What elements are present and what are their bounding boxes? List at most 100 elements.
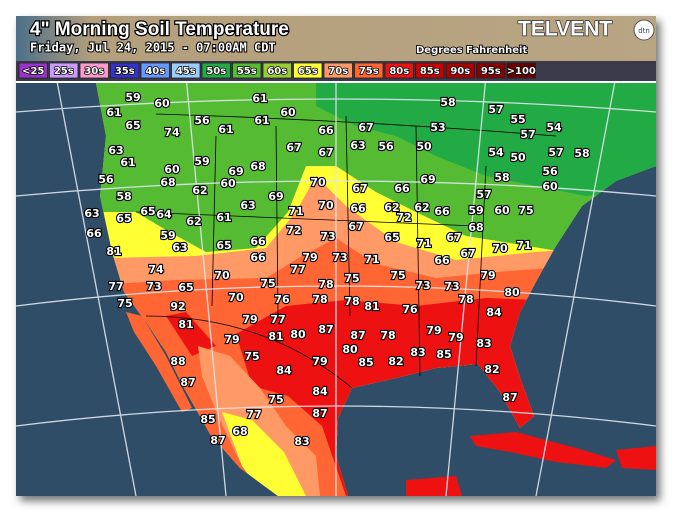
station-temp: 75 xyxy=(117,297,132,310)
station-temp: 75 xyxy=(260,277,275,290)
station-temp: 66 xyxy=(86,227,102,240)
station-temp: 67 xyxy=(348,220,363,233)
station-temp: 67 xyxy=(352,182,367,195)
station-temp: 68 xyxy=(468,221,483,234)
station-temp: 75 xyxy=(268,393,283,406)
legend-label: 60s xyxy=(267,66,287,77)
station-temp: 70 xyxy=(492,242,508,255)
units: Degrees Fahrenheit xyxy=(416,45,527,56)
station-temp: 66 xyxy=(434,254,450,267)
station-temp: 59 xyxy=(194,155,209,168)
station-temp: 73 xyxy=(444,280,459,293)
legend-swatch xyxy=(354,62,384,79)
station-temp: 66 xyxy=(318,124,334,137)
station-temp: 54 xyxy=(488,146,504,159)
station-temp: 61 xyxy=(106,106,121,119)
station-temp: 67 xyxy=(286,141,301,154)
station-temp: 71 xyxy=(288,205,303,218)
legend-swatch xyxy=(262,62,292,79)
legend-swatch xyxy=(140,62,170,79)
station-temp: 85 xyxy=(200,413,215,426)
station-temp: 61 xyxy=(216,211,231,224)
station-temp: 63 xyxy=(172,241,187,254)
legend-swatch xyxy=(79,62,109,79)
station-temp: 57 xyxy=(520,128,535,141)
legend-swatch xyxy=(445,62,475,79)
legend-label: 45s xyxy=(176,66,196,77)
station-temp: 63 xyxy=(108,144,123,157)
station-temp: 79 xyxy=(242,313,257,326)
station-temp: 73 xyxy=(320,230,335,243)
logo-badge-text: dtn xyxy=(638,27,650,35)
station-temp: 75 xyxy=(390,269,405,282)
station-temp: 67 xyxy=(460,247,475,260)
legend-label: 90s xyxy=(450,66,470,77)
station-temp: 79 xyxy=(448,331,463,344)
station-temp: 75 xyxy=(518,204,533,217)
station-temp: 83 xyxy=(294,435,309,448)
station-temp: 76 xyxy=(274,293,290,306)
legend-label: 65s xyxy=(298,66,318,77)
station-temp: 64 xyxy=(156,208,172,221)
station-temp: 56 xyxy=(98,173,114,186)
legend-swatch xyxy=(232,62,262,79)
station-temp: 59 xyxy=(125,91,140,104)
station-temp: 60 xyxy=(154,97,170,110)
station-temp: 71 xyxy=(416,237,431,250)
station-temp: 69 xyxy=(268,190,283,203)
station-temp: 87 xyxy=(318,323,333,336)
legend-swatch xyxy=(201,62,231,79)
station-temp: 79 xyxy=(426,324,441,337)
station-temp: 78 xyxy=(312,293,327,306)
station-temp: 78 xyxy=(318,278,333,291)
station-temp: 83 xyxy=(410,346,425,359)
station-temp: 57 xyxy=(548,146,563,159)
station-temp: 70 xyxy=(214,269,230,282)
station-temp: 73 xyxy=(146,280,161,293)
station-temp: 58 xyxy=(494,171,509,184)
legend-swatch xyxy=(384,62,414,79)
station-temp: 92 xyxy=(170,300,185,313)
station-temp: 68 xyxy=(160,176,175,189)
logo-badge xyxy=(633,19,655,41)
station-temp: 87 xyxy=(180,376,195,389)
station-temp: 87 xyxy=(210,434,225,447)
station-temp: 67 xyxy=(358,121,373,134)
station-temp: 71 xyxy=(364,253,379,266)
station-temp: 65 xyxy=(125,119,140,132)
legend-label: 75s xyxy=(359,66,379,77)
station-temp: 58 xyxy=(574,147,589,160)
station-temp: 63 xyxy=(350,139,365,152)
station-temp: 60 xyxy=(164,163,180,176)
station-temp: 60 xyxy=(220,177,236,190)
station-temp: 73 xyxy=(415,279,430,292)
station-temp: 54 xyxy=(546,121,562,134)
station-temp: 79 xyxy=(302,251,317,264)
station-temp: 85 xyxy=(436,348,451,361)
station-temp: 77 xyxy=(246,408,261,421)
station-temp: 72 xyxy=(286,224,301,237)
station-temp: 78 xyxy=(344,295,359,308)
station-temp: 53 xyxy=(430,121,445,134)
legend-swatch xyxy=(476,62,506,79)
station-temp: 83 xyxy=(476,337,491,350)
station-temp: 75 xyxy=(244,350,259,363)
station-temp: 75 xyxy=(344,272,359,285)
station-temp: 62 xyxy=(384,201,399,214)
station-temp: 65 xyxy=(116,212,131,225)
station-temp: 59 xyxy=(468,204,483,217)
station-temp: 65 xyxy=(384,231,399,244)
station-temp: 61 xyxy=(252,92,267,105)
station-temp: 66 xyxy=(434,205,450,218)
station-temp: 50 xyxy=(416,140,432,153)
station-temp: 61 xyxy=(218,123,233,136)
legend-swatch xyxy=(293,62,323,79)
station-temp: 66 xyxy=(250,235,266,248)
legend-swatch xyxy=(49,62,79,79)
station-temp: 79 xyxy=(224,333,239,346)
legend-swatch xyxy=(323,62,353,79)
station-temp: 88 xyxy=(170,355,185,368)
station-temp: 80 xyxy=(504,286,520,299)
legend-swatch xyxy=(18,62,48,79)
